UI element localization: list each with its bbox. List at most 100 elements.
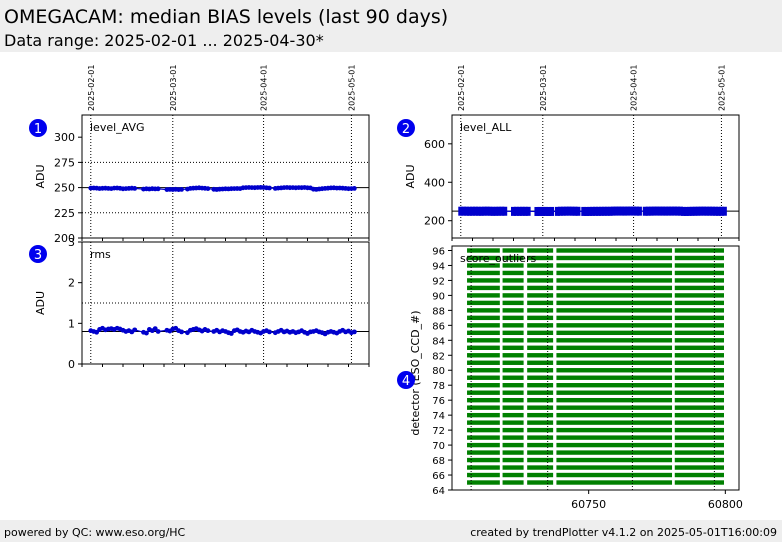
data-point [543, 206, 549, 216]
detector-bar [674, 248, 724, 253]
detector-bar [674, 345, 724, 350]
detector-bar [556, 263, 673, 268]
detector-bar [556, 383, 673, 388]
badge-number: 1 [34, 122, 42, 137]
data-point [713, 206, 719, 216]
data-point [642, 206, 648, 216]
data-point [663, 206, 669, 216]
detector-bar [527, 338, 554, 343]
badge-circle [29, 119, 47, 137]
footer-bar [0, 520, 782, 542]
data-point [625, 206, 631, 216]
detector-bar [674, 330, 724, 336]
detector-bar [527, 293, 554, 298]
data-point [493, 206, 499, 216]
data-point [464, 206, 470, 216]
detector-bar [527, 368, 554, 373]
detector-bar [674, 397, 724, 403]
detector-bar [674, 323, 724, 328]
detector-bar [527, 263, 554, 268]
detector-bar [527, 375, 554, 380]
x-tick-label: 60750 [571, 498, 606, 511]
data-point [205, 328, 211, 334]
data-point [692, 206, 698, 216]
detector-bar [556, 285, 673, 291]
detector-bar [467, 330, 500, 336]
detector-bar [556, 457, 673, 463]
detector-bar [502, 405, 524, 410]
y-tick-label: 68 [432, 456, 445, 467]
y-tick-label: 94 [432, 261, 445, 272]
data-point [566, 206, 572, 216]
detector-bar [467, 375, 500, 380]
data-point [683, 206, 689, 216]
data-point [461, 206, 467, 216]
data-point [144, 330, 149, 336]
data-point [502, 206, 508, 216]
data-point [704, 206, 710, 216]
detector-bar [467, 300, 500, 306]
badge-number: 3 [34, 248, 42, 263]
data-point [695, 206, 701, 216]
detector-bar [674, 390, 724, 395]
panel-1-badge: 1 [29, 119, 47, 137]
page-subtitle: Data range: 2025-02-01 ... 2025-04-30* [4, 31, 324, 50]
detector-bar [467, 435, 500, 440]
data-point [522, 206, 528, 216]
y-axis-label: ADU [34, 291, 47, 315]
data-point [601, 206, 607, 216]
detector-bar [467, 338, 500, 343]
data-point [155, 329, 161, 334]
detector-bar [467, 263, 500, 268]
detector-bar [467, 442, 500, 448]
y-axis-label: detector (ESO_CCD_#) [409, 310, 422, 435]
detector-bar [502, 375, 524, 380]
y-tick-label: 74 [432, 411, 445, 422]
y-tick-label: 300 [54, 131, 75, 144]
footer-left-text: powered by QC: www.eso.org/HC [4, 526, 186, 539]
data-point [478, 206, 484, 216]
data-point [516, 206, 522, 216]
y-tick-label: 275 [54, 156, 75, 169]
detector-bar [502, 360, 524, 365]
detector-bar [527, 383, 554, 388]
detector-bar [556, 308, 673, 313]
detector-bar [527, 278, 554, 283]
detector-bar [502, 397, 524, 403]
detector-bar [527, 248, 554, 253]
date-tick-label: 2025-03-01 [169, 65, 178, 112]
detector-bar [556, 278, 673, 283]
detector-bar [674, 427, 724, 433]
data-point [513, 206, 519, 216]
detector-bar [467, 255, 500, 261]
data-point [604, 206, 610, 216]
data-point [205, 186, 211, 191]
detector-bar [467, 368, 500, 373]
data-point [595, 206, 601, 216]
detector-bar [502, 442, 524, 448]
data-point [718, 206, 724, 216]
data-point [481, 206, 487, 216]
data-point [560, 206, 566, 216]
data-point [554, 206, 560, 216]
detector-bar [556, 375, 673, 380]
data-point [622, 206, 628, 216]
data-point [610, 206, 616, 216]
y-tick-label: 82 [432, 351, 445, 362]
panel-2: 2025-02-01 2025-03-01 2025-04-01 2025-05-01… [404, 65, 740, 241]
data-point [351, 329, 357, 335]
y-axis-label: ADU [34, 164, 47, 188]
detector-bar [502, 465, 524, 470]
detector-bar [527, 323, 554, 328]
detector-bar [556, 315, 673, 321]
detector-bar [674, 383, 724, 388]
y-tick-label: 86 [432, 321, 445, 332]
detector-bar [556, 480, 673, 485]
detector-bar [674, 278, 724, 283]
detector-bar [467, 480, 500, 485]
plot-frame [81, 114, 370, 239]
y-tick-label: 88 [432, 306, 445, 317]
detector-bar [556, 465, 673, 470]
data-point [575, 206, 581, 216]
data-point [549, 206, 555, 216]
